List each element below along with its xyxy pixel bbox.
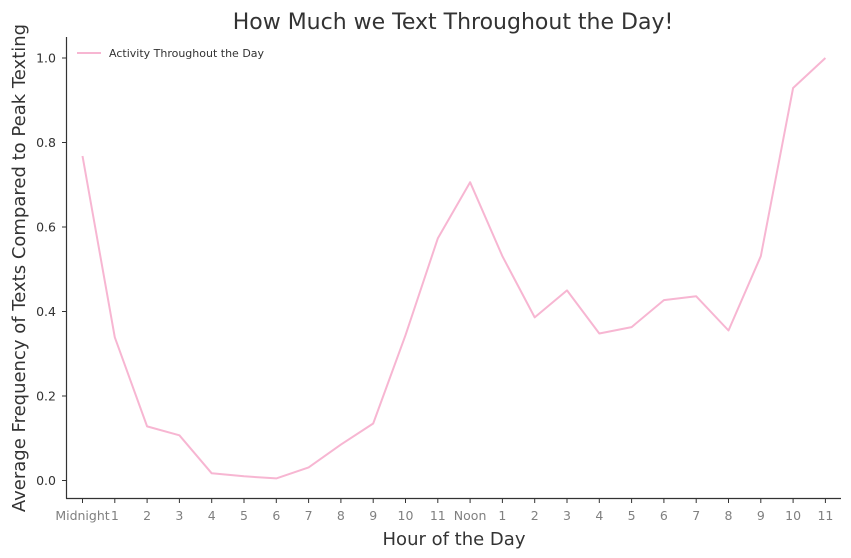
x-tick-label: 3 xyxy=(563,508,571,523)
x-tick-label: 7 xyxy=(692,508,700,523)
chart-title: How Much we Text Throughout the Day! xyxy=(233,10,674,35)
y-tick-label: 0.2 xyxy=(36,389,56,404)
x-tick-label: 10 xyxy=(398,508,414,523)
x-tick-label: 4 xyxy=(208,508,216,523)
x-tick-label: 4 xyxy=(595,508,603,523)
y-tick-label: 0.0 xyxy=(36,473,56,488)
x-tick-label: 1 xyxy=(498,508,506,523)
legend: Activity Throughout the Day xyxy=(77,47,265,60)
x-tick-label: 11 xyxy=(430,508,446,523)
x-tick-label: 9 xyxy=(757,508,765,523)
x-tick-label: 3 xyxy=(175,508,183,523)
x-tick-label: 2 xyxy=(531,508,539,523)
y-tick-label: 0.6 xyxy=(36,220,56,235)
x-tick-label: 1 xyxy=(111,508,119,523)
x-ticks: Midnight 1 2 3 4 5 6 7 8 9 10 11 Noon 1 2 3 4 5 6 7 8 9 10 11 xyxy=(55,498,833,523)
x-tick-label: 9 xyxy=(369,508,377,523)
x-tick-label: 10 xyxy=(785,508,801,523)
x-tick-label: 8 xyxy=(725,508,733,523)
legend-label: Activity Throughout the Day xyxy=(109,47,265,60)
x-tick-label: 2 xyxy=(143,508,151,523)
y-axis-label: Average Frequency of Texts Compared to P… xyxy=(9,24,30,512)
x-tick-label: 5 xyxy=(628,508,636,523)
x-tick-label: Midnight xyxy=(55,508,109,523)
x-tick-label: 11 xyxy=(817,508,833,523)
axes xyxy=(65,37,841,500)
x-tick-label: 6 xyxy=(272,508,280,523)
y-tick-label: 1.0 xyxy=(36,51,56,66)
x-tick-label: 8 xyxy=(337,508,345,523)
x-axis-label: Hour of the Day xyxy=(383,529,526,550)
x-tick-label: 7 xyxy=(305,508,313,523)
y-tick-label: 0.8 xyxy=(36,135,56,150)
x-tick-label: 6 xyxy=(660,508,668,523)
y-ticks: 0.0 0.2 0.4 0.6 0.8 1.0 xyxy=(36,51,67,488)
x-tick-label: Noon xyxy=(454,508,487,523)
x-tick-label: 5 xyxy=(240,508,248,523)
series-line-activity xyxy=(81,57,827,480)
y-tick-label: 0.4 xyxy=(36,304,56,319)
